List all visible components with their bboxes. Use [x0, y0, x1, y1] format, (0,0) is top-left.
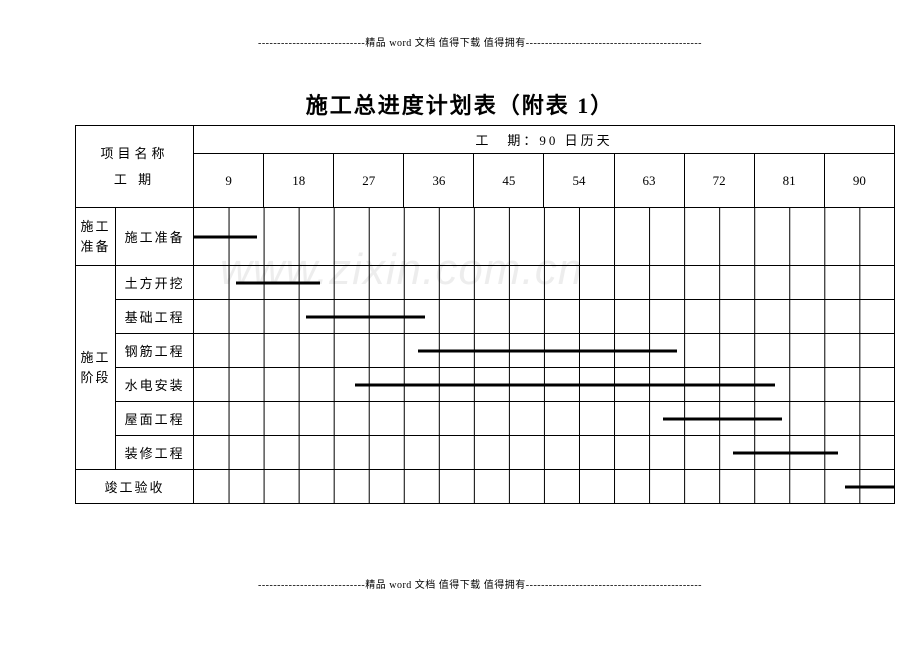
row-label-mep: 水电安装: [116, 368, 194, 402]
tick-36: 36: [404, 154, 474, 208]
row-mep: 水电安装: [76, 368, 895, 402]
row-rebar: 钢筋工程: [76, 334, 895, 368]
row-prep: 施工准备 施工准备: [76, 208, 895, 266]
page-title: 施工总进度计划表（附表 1）: [0, 88, 920, 120]
tick-81: 81: [754, 154, 824, 208]
tick-72: 72: [684, 154, 754, 208]
header-row-ticks: 9 18 27 36 45 54 63 72 81 90: [76, 154, 895, 208]
row-complete: 竣工验收: [76, 470, 895, 504]
period-header: 工 期：90 日历天: [194, 126, 895, 154]
gantt-cell-earthwork: [194, 266, 895, 300]
gantt-table: 项目名称 工 期 工 期：90 日历天 9 18 27 36 45 54 63 …: [75, 125, 895, 504]
header-project-name: 项目名称 工 期: [76, 126, 194, 208]
tick-18: 18: [264, 154, 334, 208]
gantt-cell-prep: [194, 208, 895, 266]
row-foundation: 基础工程: [76, 300, 895, 334]
col-header-1: 项目名称: [101, 146, 169, 161]
row-earthwork: 施工阶段 土方开挖: [76, 266, 895, 300]
tick-63: 63: [614, 154, 684, 208]
gantt-cell-finish: [194, 436, 895, 470]
page-footer-text: ----------------------------精品 word 文档 值…: [80, 576, 880, 591]
gantt-cell-complete: [194, 470, 895, 504]
tick-45: 45: [474, 154, 544, 208]
gantt-cell-roof: [194, 402, 895, 436]
tick-54: 54: [544, 154, 614, 208]
row-label-complete: 竣工验收: [76, 470, 194, 504]
bar-prep: [194, 235, 257, 238]
row-label-earthwork: 土方开挖: [116, 266, 194, 300]
tick-27: 27: [334, 154, 404, 208]
gantt-cell-foundation: [194, 300, 895, 334]
row-label-prep: 施工准备: [116, 208, 194, 266]
page-header-text: ----------------------------精品 word 文档 值…: [80, 34, 880, 49]
bar-finish: [733, 451, 838, 454]
bar-rebar: [418, 349, 677, 352]
row-label-finish: 装修工程: [116, 436, 194, 470]
phase-construct-label: 施工阶段: [76, 266, 116, 470]
bar-mep: [355, 383, 775, 386]
row-label-roof: 屋面工程: [116, 402, 194, 436]
row-finish: 装修工程: [76, 436, 895, 470]
bar-complete: [845, 485, 894, 488]
phase-prep-label: 施工准备: [76, 208, 116, 266]
tick-9: 9: [194, 154, 264, 208]
row-roof: 屋面工程: [76, 402, 895, 436]
gantt-cell-mep: [194, 368, 895, 402]
header-row-period: 项目名称 工 期 工 期：90 日历天: [76, 126, 895, 154]
gantt-table-container: 项目名称 工 期 工 期：90 日历天 9 18 27 36 45 54 63 …: [75, 125, 895, 504]
bar-foundation: [306, 315, 425, 318]
col-header-2: 工 期: [114, 172, 155, 187]
row-label-foundation: 基础工程: [116, 300, 194, 334]
gantt-cell-rebar: [194, 334, 895, 368]
bar-earthwork: [236, 281, 320, 284]
row-label-rebar: 钢筋工程: [116, 334, 194, 368]
bar-roof: [663, 417, 782, 420]
tick-90: 90: [824, 154, 894, 208]
